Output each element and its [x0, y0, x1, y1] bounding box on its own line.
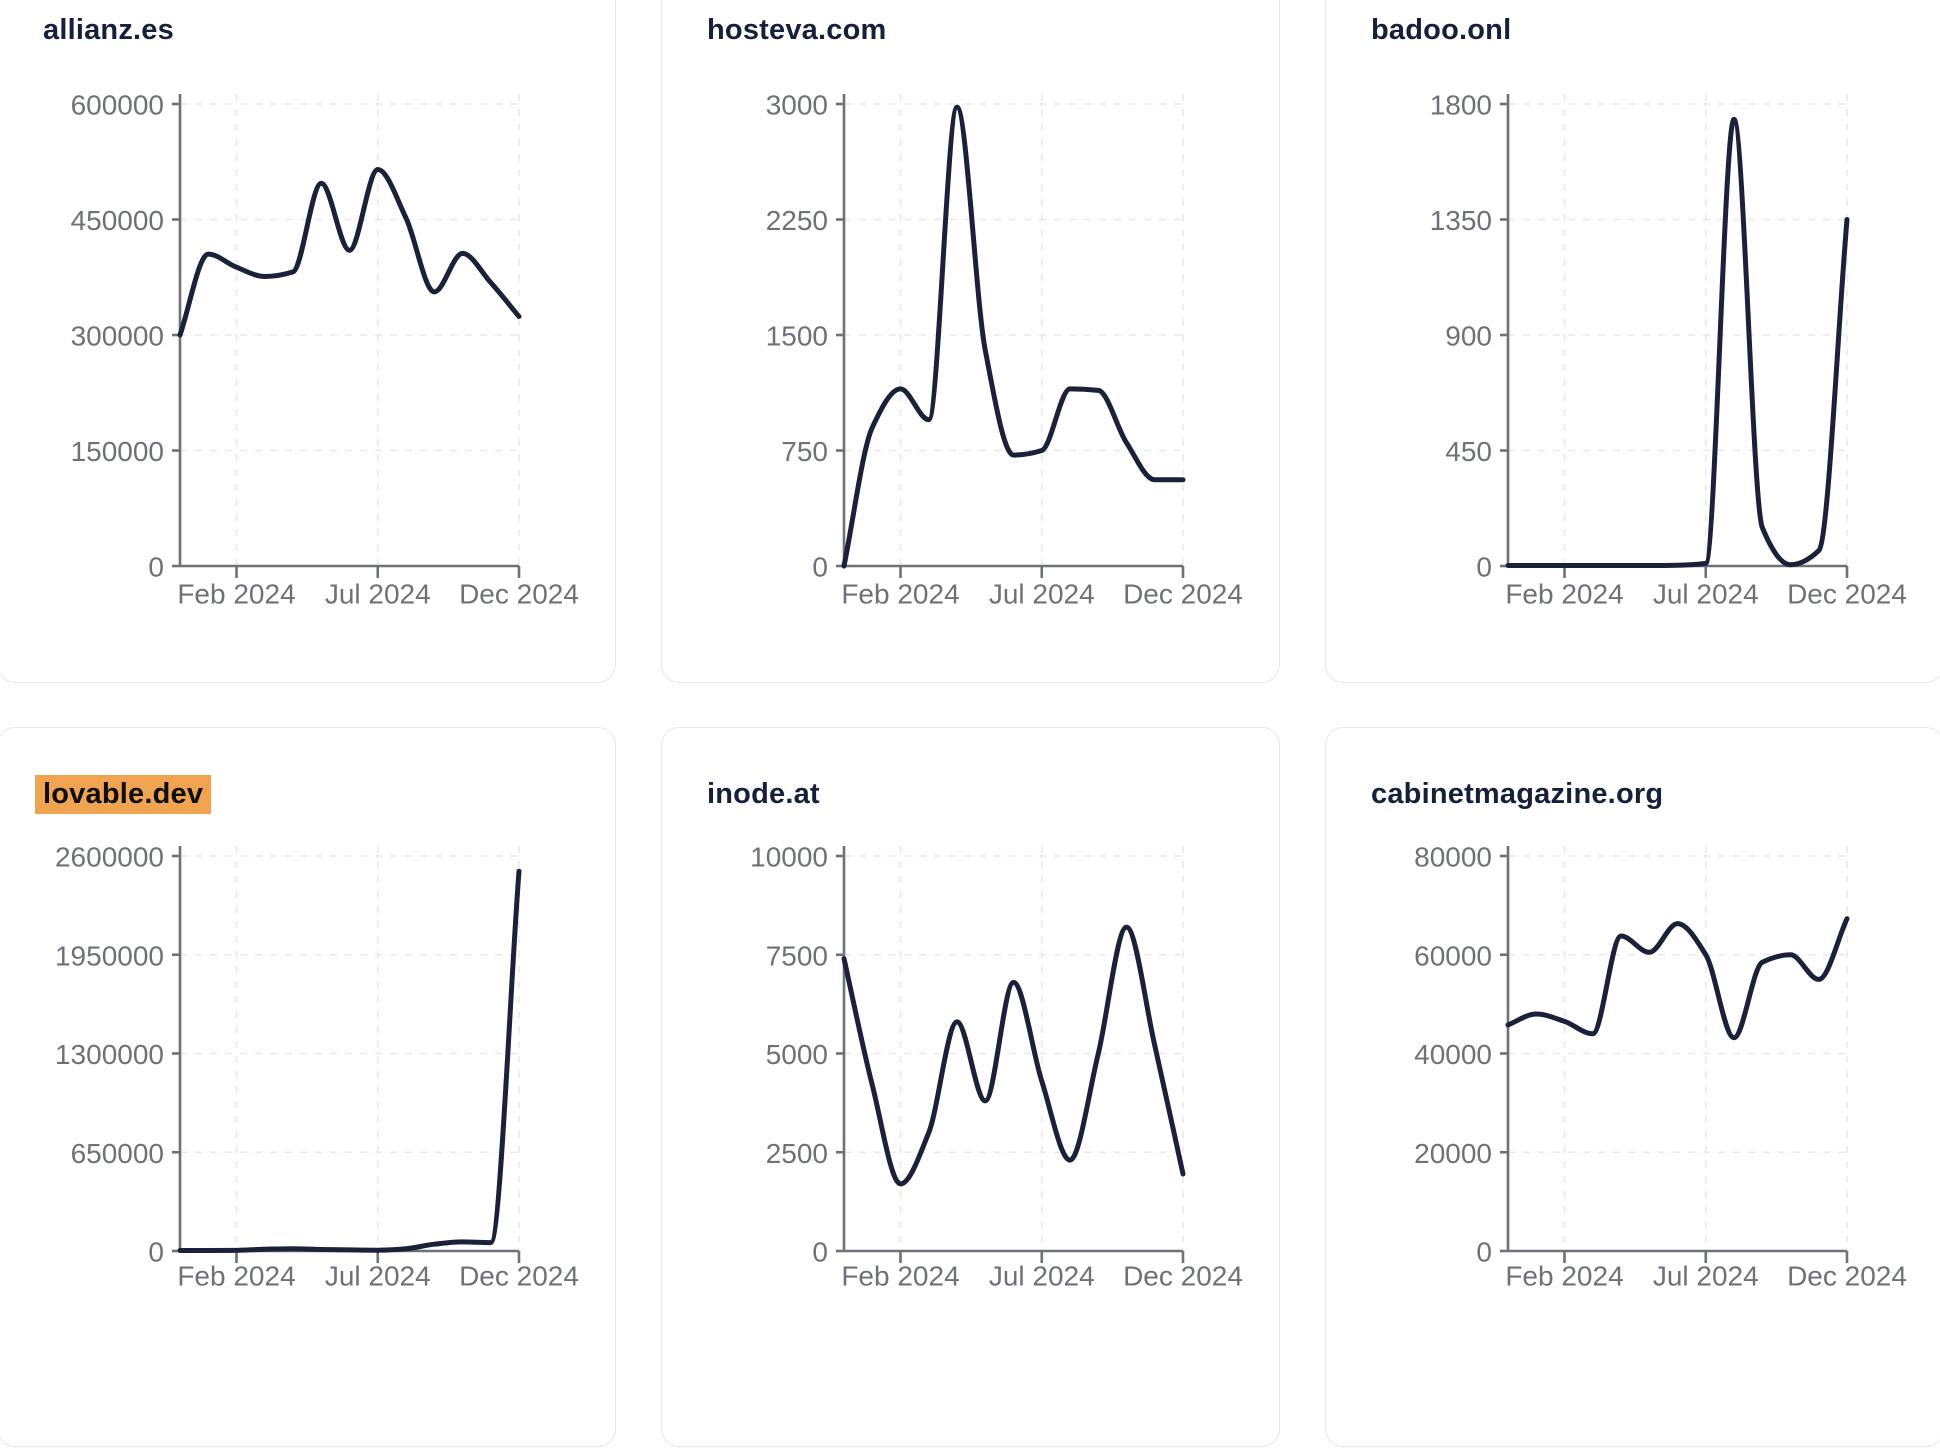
chart-title: hosteva.com: [707, 14, 887, 46]
chart-card: lovable.dev 0 650000 1300000 1950000 2600000…: [0, 727, 616, 1447]
x-tick-label: Feb 2024: [177, 1261, 295, 1292]
x-tick-label: Feb 2024: [841, 1261, 959, 1292]
series-line: [177, 167, 522, 338]
chart-title: allianz.es: [43, 14, 174, 46]
y-tick-label: 3000: [766, 90, 828, 121]
x-tick-label: Jul 2024: [1653, 579, 1759, 610]
y-tick-label: 7500: [766, 940, 828, 971]
line-chart: 0 750 1500 2250 3000 Feb 2024 Jul 2024 Dec 2024: [766, 90, 1243, 610]
series-line: [1505, 116, 1850, 568]
x-tick-label: Feb 2024: [1505, 1261, 1623, 1292]
x-tick-label: Dec 2024: [459, 1261, 579, 1292]
chart-card: allianz.es 0 150000 300000 450000 600000 Feb …: [0, 0, 616, 683]
y-tick-label: 2500: [766, 1138, 828, 1169]
y-tick-label: 1300000: [55, 1039, 164, 1070]
chart-card: badoo.onl 0 450 900 1350 1800 Feb 2024 Jul 202…: [1325, 0, 1940, 683]
x-tick-label: Dec 2024: [459, 579, 579, 610]
series-line: [841, 924, 1186, 1187]
y-tick-label: 20000: [1414, 1138, 1492, 1169]
y-tick-label: 0: [812, 1237, 828, 1268]
x-tick-label: Dec 2024: [1123, 1261, 1243, 1292]
y-tick-label: 1950000: [55, 940, 164, 971]
y-tick-label: 1350: [1430, 205, 1492, 236]
x-tick-label: Jul 2024: [325, 579, 431, 610]
y-tick-label: 0: [148, 552, 164, 583]
line-chart: 0 650000 1300000 1950000 2600000 Feb 2024 Jul …: [55, 842, 579, 1292]
chart-card: cabinetmagazine.org 0 20000 40000 60000 8000…: [1325, 727, 1940, 1447]
chart-card: inode.at 0 2500 5000 7500 10000 Feb 2024 Jul 2…: [661, 727, 1280, 1447]
y-tick-label: 900: [1445, 321, 1492, 352]
y-tick-label: 150000: [71, 436, 164, 467]
y-tick-label: 40000: [1414, 1039, 1492, 1070]
y-tick-label: 0: [1476, 1237, 1492, 1268]
x-tick-label: Jul 2024: [1653, 1261, 1759, 1292]
x-tick-label: Jul 2024: [325, 1261, 431, 1292]
y-tick-label: 600000: [71, 90, 164, 121]
x-tick-label: Dec 2024: [1787, 579, 1907, 610]
line-chart: 0 150000 300000 450000 600000 Feb 2024 Jul 202…: [71, 90, 579, 610]
y-tick-label: 650000: [71, 1138, 164, 1169]
chart-title: cabinetmagazine.org: [1371, 778, 1664, 810]
x-tick-label: Dec 2024: [1123, 579, 1243, 610]
y-tick-label: 0: [148, 1237, 164, 1268]
y-tick-label: 10000: [750, 842, 828, 873]
y-tick-label: 450: [1445, 436, 1492, 467]
y-tick-label: 750: [781, 436, 828, 467]
y-tick-label: 80000: [1414, 842, 1492, 873]
chart-title: badoo.onl: [1371, 14, 1512, 46]
y-tick-label: 60000: [1414, 940, 1492, 971]
y-tick-label: 1800: [1430, 90, 1492, 121]
line-chart: 0 450 900 1350 1800 Feb 2024 Jul 2024 Dec 2024: [1430, 90, 1907, 610]
x-tick-label: Jul 2024: [989, 579, 1095, 610]
line-chart: 0 20000 40000 60000 80000 Feb 2024 Jul 2024 Dec…: [1414, 842, 1907, 1292]
series-line: [1505, 916, 1850, 1041]
x-tick-label: Feb 2024: [841, 579, 959, 610]
series-line: [177, 868, 522, 1253]
line-chart: 0 2500 5000 7500 10000 Feb 2024 Jul 2024 Dec 20…: [750, 842, 1243, 1292]
chart-title: lovable.dev: [35, 775, 212, 814]
x-tick-label: Feb 2024: [1505, 579, 1623, 610]
y-tick-label: 300000: [71, 321, 164, 352]
y-tick-label: 5000: [766, 1039, 828, 1070]
y-tick-label: 0: [812, 552, 828, 583]
y-tick-label: 2600000: [55, 842, 164, 873]
x-tick-label: Jul 2024: [989, 1261, 1095, 1292]
x-tick-label: Feb 2024: [177, 579, 295, 610]
x-tick-label: Dec 2024: [1787, 1261, 1907, 1292]
y-tick-label: 450000: [71, 205, 164, 236]
y-tick-label: 1500: [766, 321, 828, 352]
series-line: [841, 104, 1186, 569]
y-tick-label: 0: [1476, 552, 1492, 583]
chart-card: hosteva.com 0 750 1500 2250 3000 Feb 2024 Jul …: [661, 0, 1280, 683]
y-tick-label: 2250: [766, 205, 828, 236]
chart-title: inode.at: [707, 778, 820, 810]
